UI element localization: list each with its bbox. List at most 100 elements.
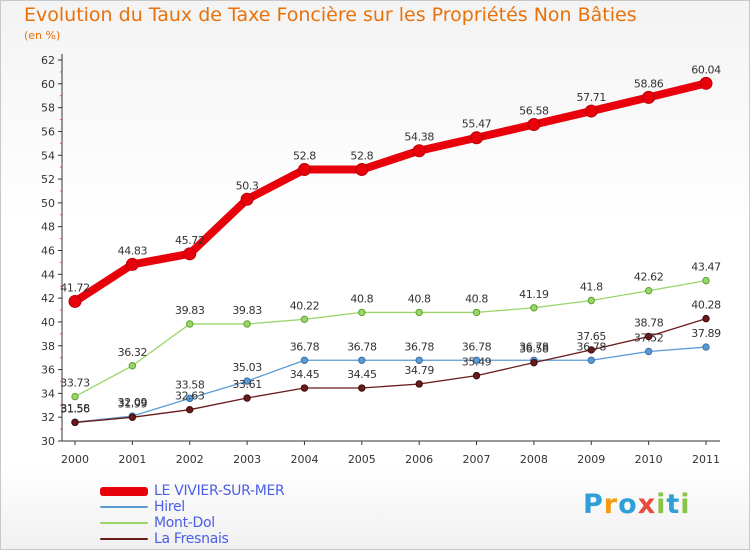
data-point: [300, 384, 309, 392]
legend-label: LE VIVIER-SUR-MER: [154, 483, 285, 499]
data-label: 37.65: [577, 330, 607, 343]
data-point: [472, 371, 481, 380]
data-point: [186, 320, 194, 328]
data-point: [300, 315, 309, 324]
data-point: [128, 413, 137, 422]
x-tick-label: 2003: [233, 453, 261, 466]
series-le-vivier-sur-mer: [68, 76, 713, 308]
data-label: 36.78: [519, 340, 549, 353]
data-label: 41.72: [60, 281, 90, 294]
x-tick-label: 2010: [635, 453, 663, 466]
data-label: 37.52: [634, 331, 664, 344]
data-point: [702, 314, 710, 323]
data-point: [358, 308, 366, 317]
data-label: 34.45: [347, 368, 377, 381]
data-label: 54.38: [404, 131, 434, 144]
x-tick-label: 2008: [520, 453, 548, 466]
y-tick-label: 40: [41, 316, 55, 329]
data-label: 38.78: [634, 316, 664, 329]
data-label: 41.19: [519, 288, 549, 301]
x-tick-label: 2001: [118, 453, 146, 466]
data-label: 42.62: [634, 271, 664, 284]
data-label: 44.83: [118, 244, 148, 257]
x-tick-label: 2006: [405, 453, 433, 466]
y-tick-label: 48: [41, 221, 55, 234]
data-label: 34.45: [290, 368, 320, 381]
y-tick-label: 38: [41, 340, 55, 353]
data-label: 40.28: [691, 299, 721, 312]
series-line: [74, 317, 707, 424]
data-point: [355, 163, 369, 177]
data-point: [527, 118, 541, 132]
data-label: 31.56: [60, 402, 90, 415]
data-point: [530, 304, 538, 312]
data-label: 31.58: [60, 402, 90, 415]
data-point: [587, 296, 595, 305]
logo-letter: o: [618, 489, 638, 520]
data-label: 50.3: [236, 179, 259, 192]
data-point: [644, 332, 653, 341]
data-label: 32.63: [175, 390, 205, 403]
series-line: [74, 279, 707, 398]
data-label: 37.89: [691, 327, 721, 340]
data-label: 40.8: [465, 292, 488, 305]
data-point: [243, 320, 251, 328]
data-point: [415, 308, 423, 317]
x-tick-label: 2004: [290, 453, 318, 466]
data-label: 57.71: [577, 91, 607, 104]
data-point: [644, 287, 653, 295]
data-point: [183, 247, 197, 261]
data-label: 36.58: [519, 343, 549, 356]
data-label: 36.32: [118, 346, 148, 359]
x-tick-label: 2000: [61, 453, 89, 466]
data-label: 33.58: [175, 378, 205, 391]
series-line: [74, 346, 707, 423]
y-tick-label: 34: [41, 387, 55, 400]
data-point: [125, 257, 139, 271]
y-tick-label: 32: [41, 411, 55, 424]
data-label: 45.72: [175, 234, 205, 247]
legend-item: La Fresnais: [100, 531, 284, 547]
data-point: [243, 377, 251, 385]
legend-item: LE VIVIER-SUR-MER: [100, 483, 285, 499]
data-label: 39.83: [232, 304, 262, 317]
y-tick-label: 58: [41, 102, 55, 115]
data-label: 52.8: [350, 150, 373, 163]
data-label: 40.22: [290, 299, 320, 312]
data-label: 40.8: [350, 292, 373, 305]
y-tick-label: 52: [41, 173, 55, 186]
legend-label: Hirel: [154, 499, 185, 515]
data-label: 43.47: [691, 261, 721, 274]
chart-title: Evolution du Taux de Taxe Foncière sur l…: [24, 4, 637, 26]
data-label: 36.78: [462, 340, 492, 353]
y-tick-label: 56: [41, 125, 55, 138]
data-label: 39.83: [175, 304, 205, 317]
data-label: 34.79: [404, 364, 434, 377]
data-label: 36.78: [577, 340, 607, 353]
legend-label: Mont-Dol: [154, 515, 215, 531]
x-tick-label: 2009: [577, 453, 605, 466]
data-point: [71, 392, 79, 401]
x-tick-label: 2011: [692, 453, 720, 466]
data-point: [702, 276, 710, 285]
y-tick-label: 46: [41, 245, 55, 258]
data-point: [470, 131, 484, 145]
data-point: [642, 90, 656, 104]
data-label: 58.86: [634, 77, 664, 90]
y-tick-label: 36: [41, 364, 55, 377]
data-label: 41.8: [580, 281, 603, 294]
data-point: [587, 346, 595, 354]
legend-swatch: [100, 522, 148, 524]
data-label: 32.09: [118, 396, 148, 409]
y-tick-label: 54: [41, 149, 55, 162]
data-label: 36.78: [290, 340, 320, 353]
data-point: [240, 192, 254, 206]
data-point: [415, 356, 423, 364]
data-label: 56.58: [519, 105, 549, 118]
logo-letter: i: [656, 489, 667, 520]
logo-letter: t: [666, 489, 681, 520]
y-tick-label: 30: [41, 435, 55, 448]
data-label: 60.04: [691, 63, 721, 76]
y-tick-label: 42: [41, 292, 55, 305]
